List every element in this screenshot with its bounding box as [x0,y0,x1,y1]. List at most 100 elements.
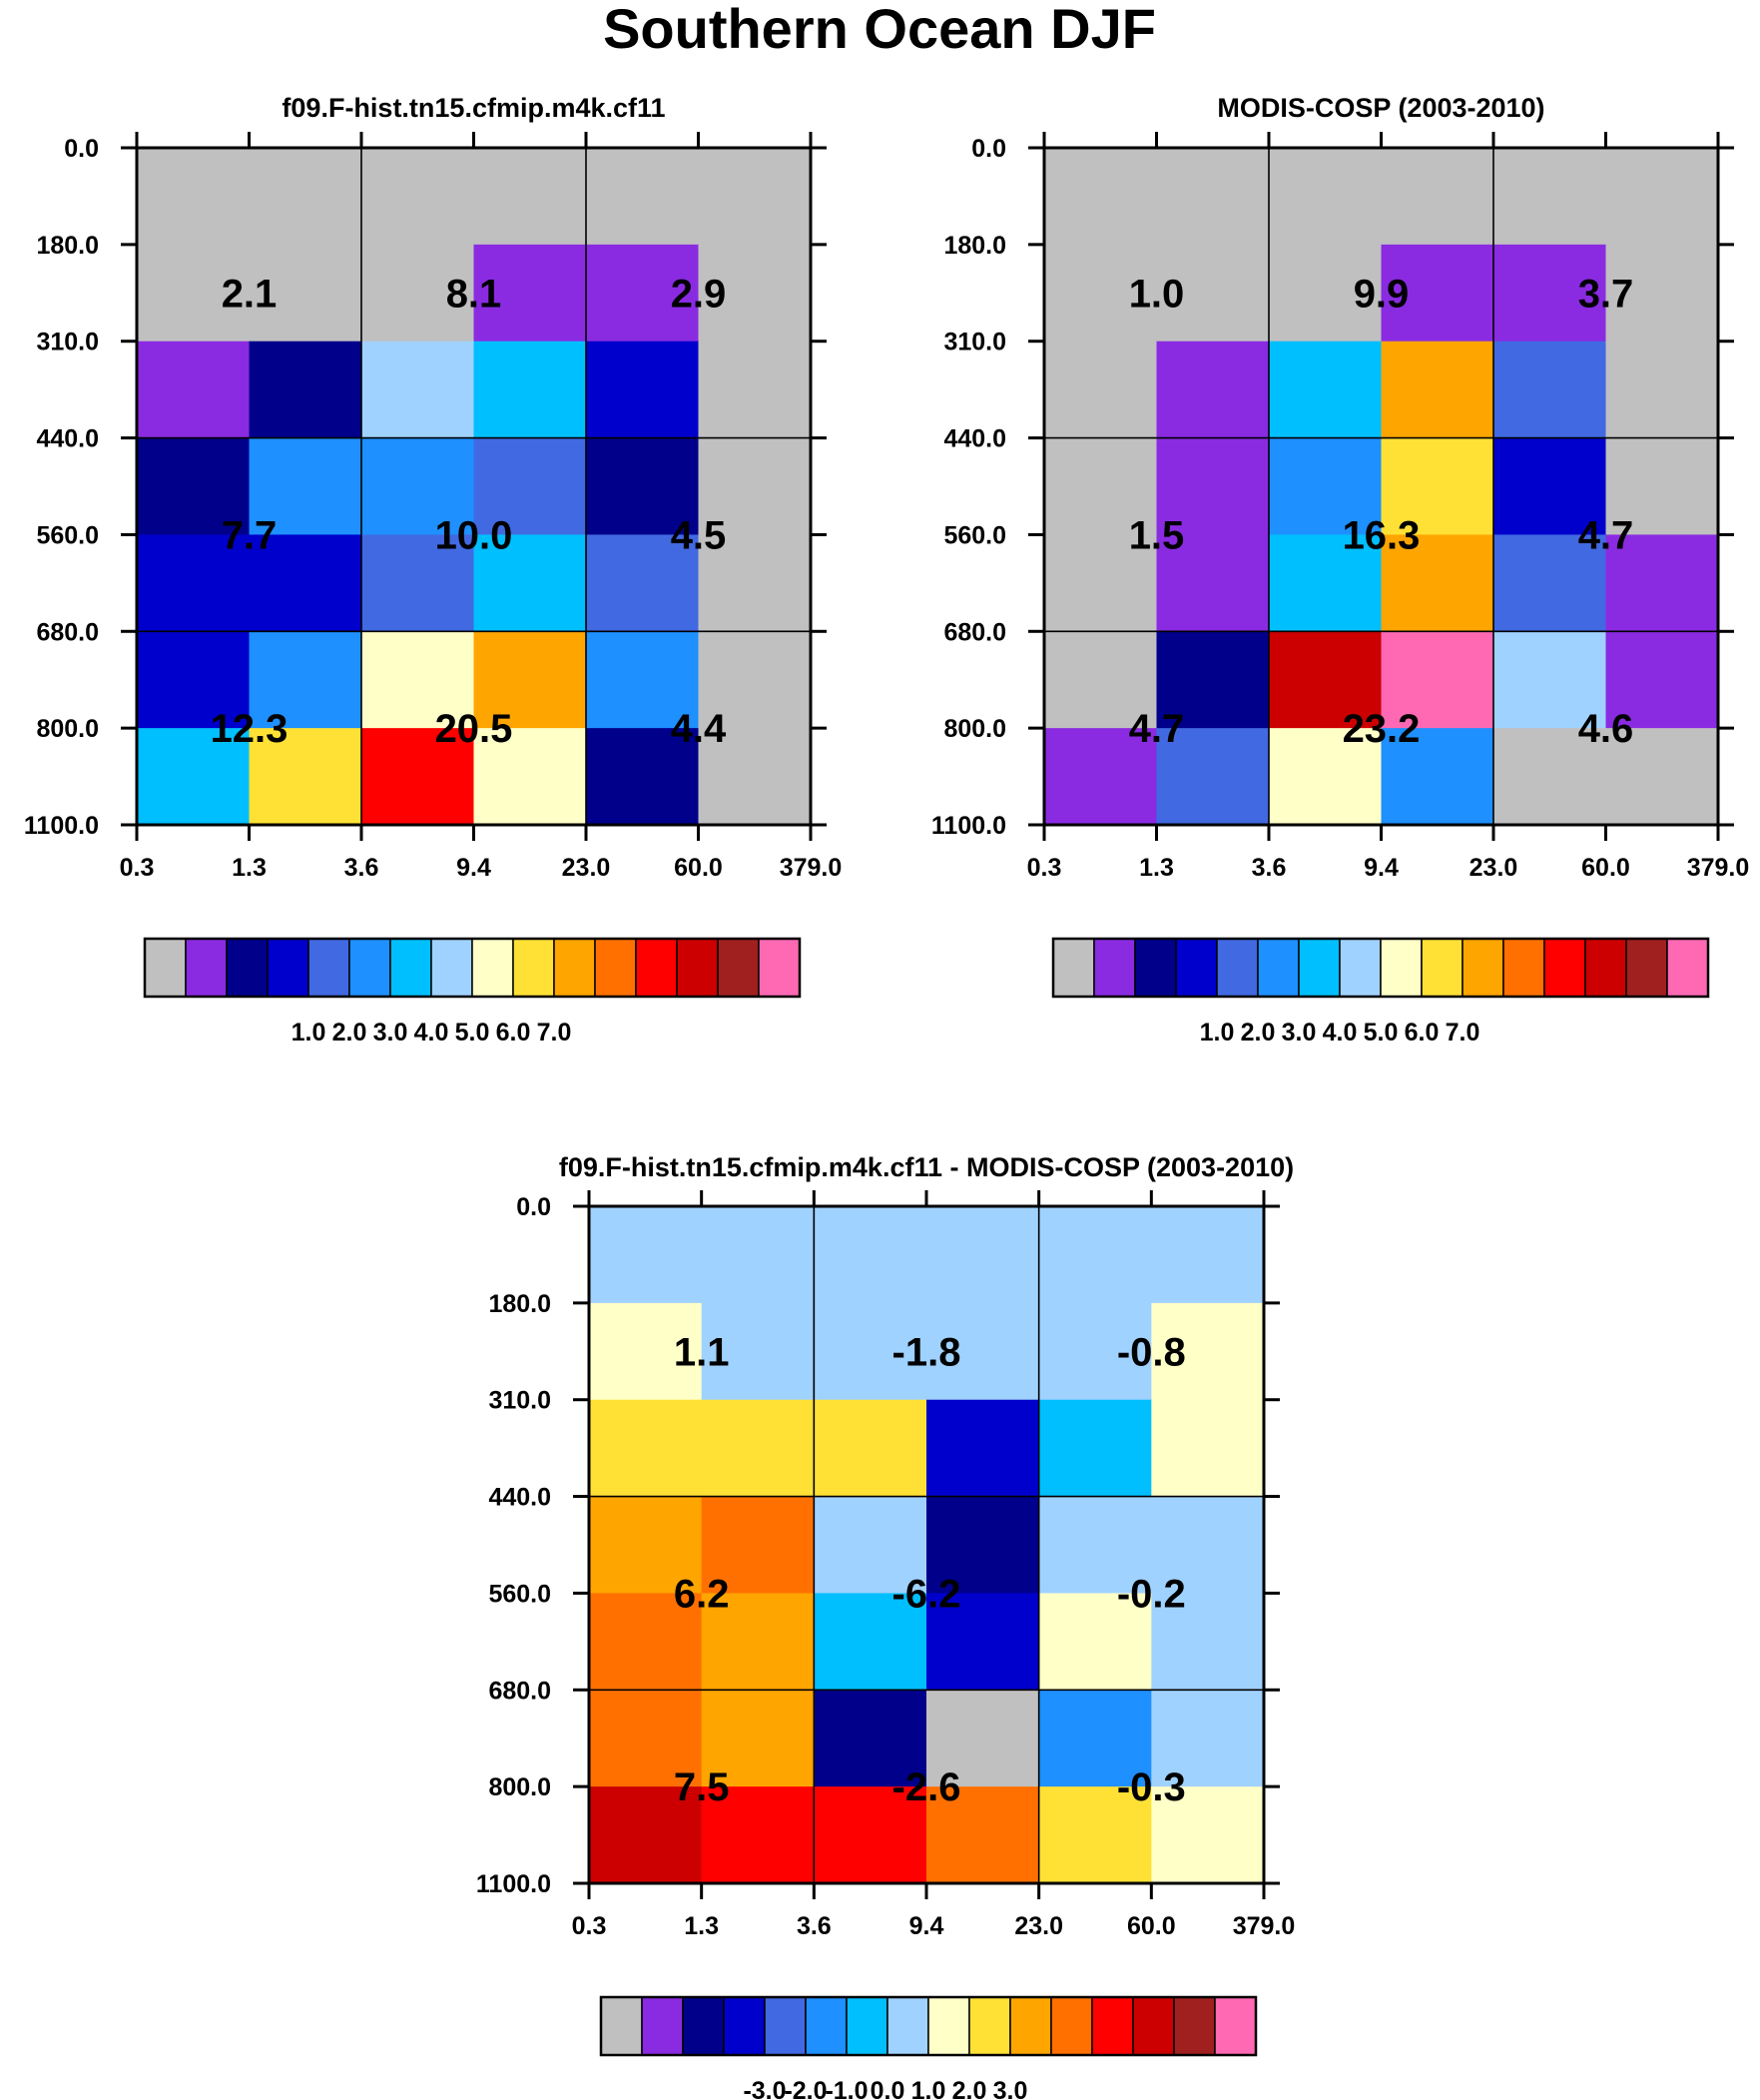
heatmap-cell [1038,1786,1152,1884]
colorbar-swatch [1050,1996,1093,2056]
panel-title: f09.F-hist.tn15.cfmip.m4k.cf11 [282,93,665,123]
heatmap-cell [589,1399,703,1498]
heatmap-cell [1269,631,1383,729]
heatmap-cell [361,437,475,536]
heatmap-cell [1156,534,1270,632]
summary-value: 7.5 [674,1765,730,1809]
heatmap-cell [361,341,475,439]
heatmap-cell [586,244,700,343]
colorbar-swatch [1502,938,1545,998]
heatmap-cell [1493,244,1607,343]
heatmap-cell [473,244,587,343]
heatmap-cell [586,437,700,536]
y-tick-label: 680.0 [943,618,1006,646]
heatmap-cell [1493,631,1607,729]
y-tick-label: 310.0 [488,1387,551,1415]
colorbar-swatch [805,1996,848,2056]
summary-value: -2.6 [892,1765,961,1809]
summary-value: 9.9 [1354,272,1410,316]
heatmap-cell [1605,244,1719,343]
colorbar-label: 2.0 [1241,1019,1276,1047]
heatmap-cell [586,728,700,826]
heatmap-cell [249,631,362,729]
y-tick-label: 180.0 [36,232,99,260]
summary-value: 8.1 [446,272,502,316]
heatmap-cell [137,341,251,439]
summary-value: 10.0 [435,513,513,557]
heatmap-cell [1493,534,1607,632]
colorbar: 1.0 2.0 3.0 4.0 5.0 6.0 7.0 [1051,937,1710,1047]
colorbar-label: 3.0 [373,1019,408,1047]
heatmap-cell [814,1786,927,1884]
panel-1: f09.F-hist.tn15.cfmip.m4k.cf11 0.0 180.0 31… [24,93,842,1047]
heatmap-cell [1156,728,1270,826]
y-tick-label: 440.0 [943,425,1006,453]
colorbar-swatch [764,1996,807,2056]
heatmap-cell [1605,148,1719,246]
x-tick-label: 3.6 [344,854,379,882]
heatmap-cell [249,534,362,632]
summary-value: 4.7 [1578,513,1634,557]
colorbar-label: 4.0 [414,1019,449,1047]
y-tick-label: 180.0 [943,232,1006,260]
panel-title: f09.F-hist.tn15.cfmip.m4k.cf11 - MODIS-C… [559,1152,1294,1182]
heatmap-cell [137,437,251,536]
heatmap-cell [1156,341,1270,439]
heatmap-cell [1038,1206,1152,1304]
y-tick-label: 1100.0 [476,1870,551,1898]
x-tick-label: 23.0 [1014,1912,1063,1940]
colorbar-label: -2.0 [784,2077,827,2100]
summary-value: -0.8 [1117,1330,1186,1374]
heatmap-cell [814,1690,927,1787]
colorbar-label: -3.0 [743,2077,786,2100]
colorbar-label: 1.0 [911,2077,946,2100]
colorbar-label: 6.0 [496,1019,531,1047]
summary-value: -0.3 [1117,1765,1186,1809]
heatmap-cell [926,1786,1040,1884]
colorbar-swatch [1421,938,1464,998]
heatmap-cell [698,534,812,632]
heatmap-cell [1381,437,1494,536]
x-tick-label: 1.3 [232,854,267,882]
heatmap-cell [1269,148,1383,246]
heatmap-cell [586,148,700,246]
heatmap-cell [589,1496,703,1595]
heatmap-cell [701,1786,815,1884]
colorbar-swatch [594,938,637,998]
panel-2: MODIS-COSP (2003-2010) 0.0 180.0 310.0 440.0… [931,93,1749,1047]
colorbar-swatch [144,938,187,998]
heatmap-cell [926,1593,1040,1691]
heatmap-cell [249,728,362,826]
heatmap-cell [1493,728,1607,826]
figure-title: Southern Ocean DJF [603,0,1156,60]
y-tick-label: 560.0 [943,521,1006,549]
colorbar-swatch [1214,1996,1257,2056]
heatmap-cell [137,728,251,826]
heatmap-cell [698,631,812,729]
heatmap-cell [586,534,700,632]
heatmap-cell [926,1399,1040,1498]
heatmap-cell [1151,1690,1265,1787]
heatmap-cell [926,1496,1040,1595]
colorbar-swatch [1132,1996,1175,2056]
colorbar-label: 7.0 [537,1019,572,1047]
panel-3: f09.F-hist.tn15.cfmip.m4k.cf11 - MODIS-C… [476,1152,1295,2100]
y-tick-label: 180.0 [488,1290,551,1318]
colorbar-swatch [641,1996,684,2056]
heatmap-cell [701,1399,815,1498]
y-tick-label: 0.0 [971,135,1006,163]
x-tick-label: 1.3 [1139,854,1174,882]
heatmap-cell [589,1690,703,1787]
y-tick-label: 560.0 [36,521,99,549]
colorbar-swatch [1173,1996,1216,2056]
summary-value: 4.4 [671,707,727,751]
colorbar-swatch [635,938,678,998]
y-tick-label: 800.0 [943,715,1006,743]
heatmap-cell [701,1690,815,1787]
heatmap-cell [1605,728,1719,826]
colorbar-frame [143,937,802,999]
heatmap-cell [701,1206,815,1304]
heatmap-cell [698,437,812,536]
x-tick-label: 0.3 [572,1912,607,1940]
heatmap-cell [473,728,587,826]
